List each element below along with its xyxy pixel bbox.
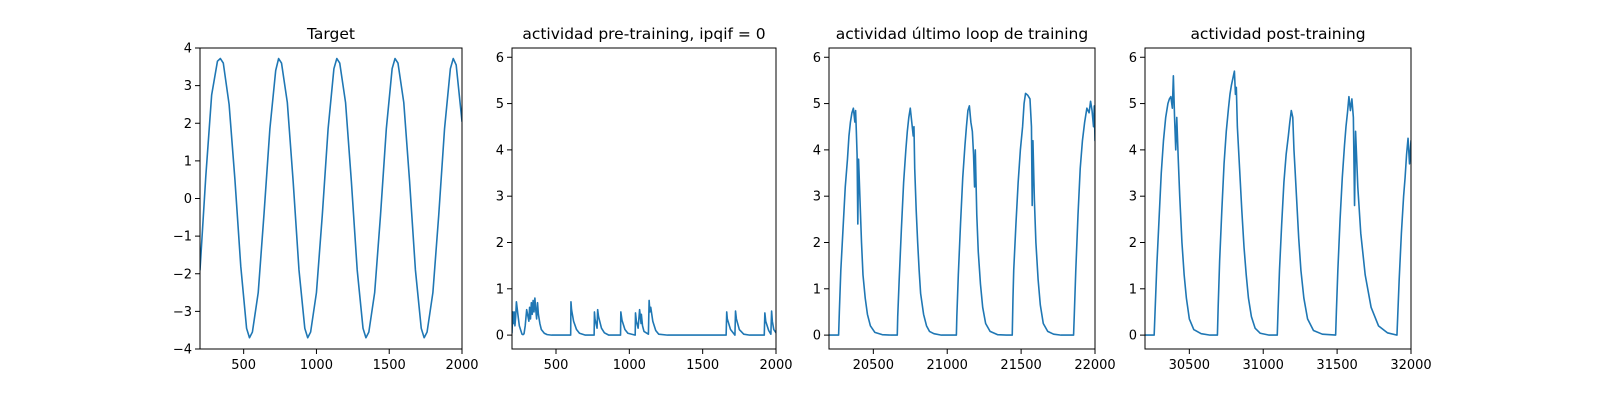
x-tick-label: 21500 [1000, 358, 1041, 373]
x-tick-label: 2000 [759, 358, 792, 373]
x-tick-label: 2000 [445, 358, 478, 373]
x-tick-label: 21000 [927, 358, 968, 373]
chart-title: actividad último loop de training [836, 25, 1088, 43]
series-line-2-1 [512, 297, 776, 336]
chart-title: Target [306, 25, 355, 43]
y-tick-label: 2 [184, 117, 192, 132]
y-tick-label: −4 [173, 343, 192, 358]
x-tick-label: 1500 [686, 358, 719, 373]
y-tick-label: 4 [813, 143, 821, 158]
y-tick-label: 3 [1129, 190, 1137, 205]
y-tick-label: 4 [1129, 143, 1137, 158]
y-tick-label: 0 [496, 329, 504, 344]
y-tick-label: 0 [1129, 329, 1137, 344]
y-tick-label: 6 [1129, 51, 1137, 66]
axes-frame [828, 47, 1096, 350]
x-tick-label: 1500 [373, 358, 406, 373]
y-tick-label: 1 [813, 282, 821, 297]
y-tick-label: 2 [813, 236, 821, 251]
x-tick-label: 500 [544, 358, 569, 373]
y-tick-label: 3 [496, 190, 504, 205]
x-tick-label: 500 [231, 358, 256, 373]
subplot-1: 500 1000 1500 2000 −4 −3 −2 −1 0 1 2 3 4 Target [173, 25, 479, 373]
y-tick-label: −3 [173, 305, 192, 320]
y-tick-label: 6 [813, 51, 821, 66]
y-tick-label: 0 [813, 329, 821, 344]
series-line-1-1 [200, 57, 462, 339]
y-tick-label: 3 [813, 190, 821, 205]
y-tick-label: 1 [496, 282, 504, 297]
y-tick-label: 0 [184, 192, 192, 207]
chart-title: actividad pre-training, ipqif = 0 [522, 25, 765, 43]
series-line-3-1 [829, 92, 1095, 336]
x-tick-label: 1000 [613, 358, 646, 373]
x-tick-label: 31000 [1243, 358, 1284, 373]
subplot-2: 500 1000 1500 2000 0 1 2 3 4 5 6 actividad pre-trai… [496, 25, 793, 373]
series-line-4-1 [1145, 70, 1411, 336]
y-tick-label: −2 [173, 267, 192, 282]
x-tick-label: 22000 [1074, 358, 1115, 373]
y-tick-label: −1 [173, 230, 192, 245]
chart-title: actividad post-training [1190, 25, 1365, 43]
y-tick-label: 1 [184, 154, 192, 169]
x-tick-label: 1000 [300, 358, 333, 373]
y-tick-label: 2 [1129, 236, 1137, 251]
x-tick-label: 32000 [1390, 358, 1431, 373]
y-tick-label: 2 [496, 236, 504, 251]
x-tick-label: 20500 [853, 358, 894, 373]
x-tick-label: 30500 [1169, 358, 1210, 373]
subplot-3: 20500 21000 21500 22000 0 1 2 3 4 5 6 actividad últ… [813, 25, 1116, 373]
y-tick-label: 6 [496, 51, 504, 66]
x-tick-label: 31500 [1316, 358, 1357, 373]
y-tick-label: 5 [813, 97, 821, 112]
y-tick-label: 5 [1129, 97, 1137, 112]
y-tick-label: 5 [496, 97, 504, 112]
axes-frame [511, 47, 777, 350]
y-tick-label: 1 [1129, 282, 1137, 297]
y-tick-label: 3 [184, 79, 192, 94]
axes-frame [1144, 47, 1412, 350]
y-tick-label: 4 [184, 42, 192, 57]
y-tick-label: 4 [496, 143, 504, 158]
subplot-4: 30500 31000 31500 32000 0 1 2 3 4 5 6 actividad pos… [1129, 25, 1432, 373]
